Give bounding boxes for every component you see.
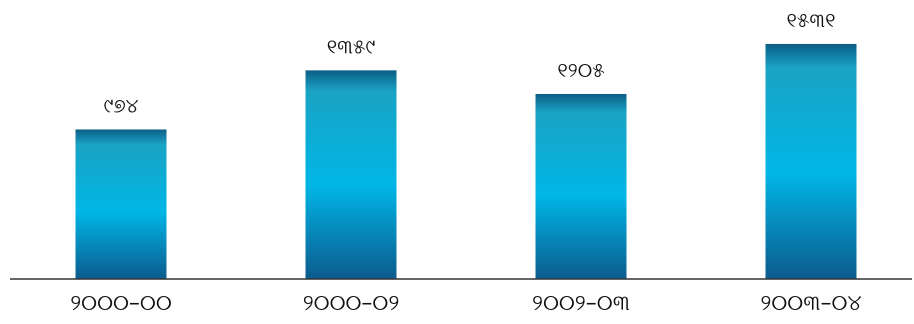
category-label-4: ୨୦୦୩–୦୪ [760, 291, 861, 316]
category-label-1: ୨୦୦୦–୦୦ [70, 291, 172, 316]
labels-layer: ୯୭୪ ୨୦୦୦–୦୦ ୧୩୫୯ ୨୦୦୦–୦୨ ୧୨୦୫ ୨୦୦୨–୦୩ ୧୫୩୧ ୨୦୦୩… [70, 8, 861, 316]
bars-layer [75, 43, 857, 279]
value-label-2: ୧୩୫୯ [327, 34, 376, 58]
value-label-4: ୧୫୩୧ [786, 8, 835, 32]
category-label-2: ୨୦୦୦–୦୨ [303, 291, 400, 316]
category-label-3: ୨୦୦୨–୦୩ [532, 291, 630, 316]
bar-3 [535, 93, 627, 279]
bar-4 [765, 43, 857, 279]
bar-2 [305, 70, 397, 279]
value-label-1: ୯୭୪ [104, 93, 139, 117]
bar-1 [75, 129, 167, 279]
value-label-3: ୧୨୦୫ [557, 58, 604, 82]
